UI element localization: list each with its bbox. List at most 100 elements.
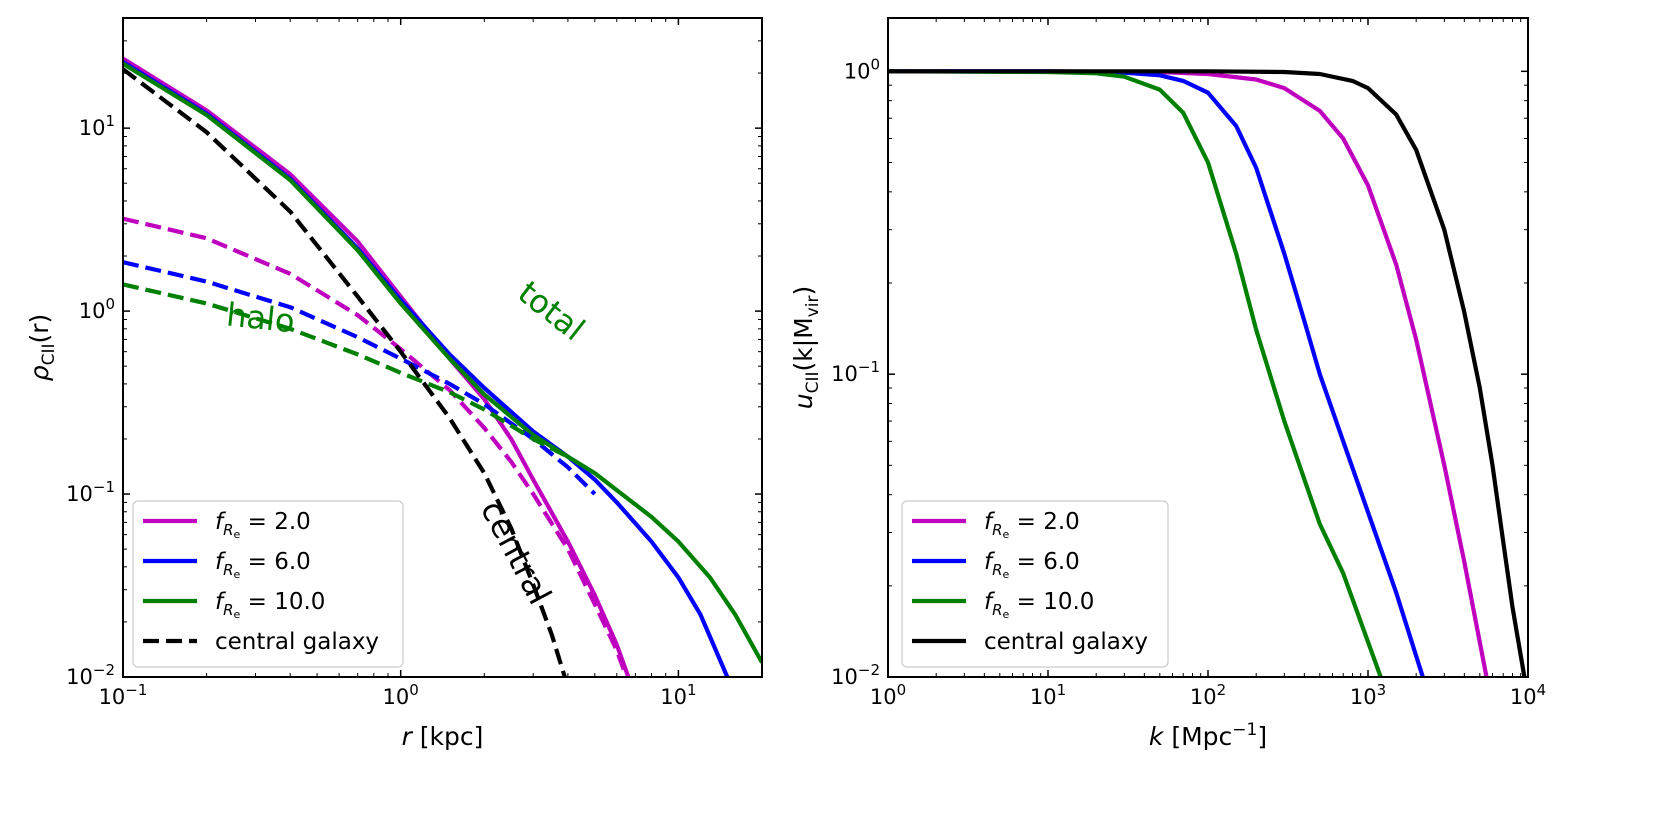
- x-tick-exponent: 1: [687, 681, 697, 699]
- y-tick-base: 10: [79, 116, 106, 140]
- y-axis-label-argument: (r): [25, 314, 54, 344]
- x-tick-label: 101: [1030, 681, 1066, 709]
- y-axis-label-argument: (k|M: [789, 317, 818, 371]
- y-tick-label: 10−2: [66, 661, 115, 689]
- legend-label-subscript-e: e: [234, 528, 241, 541]
- legend-label-value: = 2.0: [1009, 509, 1079, 535]
- legend-label-value: central galaxy: [215, 629, 379, 655]
- x-tick-base: 10: [1510, 685, 1537, 709]
- series-line-total-f-10-0: [123, 61, 762, 664]
- y-tick-base: 10: [844, 59, 871, 83]
- y-axis-label-subscript-vir: vir: [803, 295, 823, 317]
- x-tick-base: 10: [383, 685, 410, 709]
- legend-label-f: f: [984, 509, 995, 535]
- x-tick-label: 102: [1190, 681, 1226, 709]
- x-axis-label-variable: k: [1149, 722, 1165, 751]
- y-axis-label-symbol: ρ: [25, 365, 54, 381]
- x-tick-label: 100: [870, 681, 906, 709]
- axes-frame: [122, 17, 763, 678]
- legend-label-value: = 6.0: [240, 549, 310, 575]
- series-lines: [888, 69, 1527, 677]
- legend-box: [901, 500, 1169, 668]
- legend-label: fRe = 2.0: [215, 509, 311, 541]
- y-tick-base: 10: [66, 665, 93, 689]
- y-axis-label-symbol: u: [789, 393, 818, 409]
- y-tick-label: 101: [79, 112, 115, 140]
- series-line-total-f-2-0: [123, 56, 631, 677]
- legend-label-f: f: [215, 549, 226, 575]
- legend-label-subscript-r: R: [223, 521, 233, 539]
- x-axis-label-superscript: −1: [1232, 720, 1257, 740]
- legend-label-subscript-r: R: [223, 561, 233, 579]
- y-tick-label: 10−2: [831, 661, 880, 689]
- x-axis-label: k [Mpc−1]: [1149, 720, 1267, 751]
- y-axis-label: uCII(k|Mvir): [789, 286, 823, 410]
- y-axis-label-subscript: CII: [39, 344, 59, 366]
- legend-label: fRe = 10.0: [984, 589, 1094, 621]
- series-lines: [123, 56, 762, 677]
- legend-label: central galaxy: [215, 629, 379, 655]
- legend-label: fRe = 2.0: [984, 509, 1080, 541]
- x-tick-label: 10−1: [99, 681, 148, 709]
- annotation-total: total: [511, 273, 592, 348]
- y-tick-base: 10: [66, 482, 93, 506]
- legend-label-subscript-e: e: [1003, 568, 1010, 581]
- y-tick-exponent: 0: [105, 295, 115, 313]
- x-tick-exponent: 2: [1217, 681, 1227, 699]
- legend-label-f: f: [215, 509, 226, 535]
- legend-box: [132, 500, 404, 668]
- y-tick-exponent: 1: [105, 112, 115, 130]
- x-tick-exponent: −1: [125, 681, 147, 699]
- legend-label-value: central galaxy: [984, 629, 1148, 655]
- axes-frame: [887, 17, 1529, 678]
- x-axis-label-units: [Mpc: [1163, 722, 1232, 751]
- x-tick-base: 10: [870, 685, 897, 709]
- x-tick-exponent: 4: [1537, 681, 1547, 699]
- x-tick-base: 10: [1190, 685, 1217, 709]
- y-tick-exponent: 0: [870, 55, 880, 73]
- x-tick-exponent: 1: [1057, 681, 1067, 699]
- legend-label-value: = 10.0: [240, 589, 325, 615]
- y-tick-exponent: −2: [858, 661, 880, 679]
- series-line-central-galaxy: [888, 69, 1527, 677]
- legend-label-subscript-e: e: [234, 568, 241, 581]
- legend-label-value: = 2.0: [240, 509, 310, 535]
- series-line-halo-f-10-0: [123, 282, 569, 459]
- legend-label-subscript-r: R: [992, 521, 1002, 539]
- series-line-f-10-0: [888, 69, 1383, 677]
- x-tick-exponent: 0: [409, 681, 419, 699]
- y-tick-label: 10−1: [66, 478, 115, 506]
- y-axis-label: ρCII(r): [25, 314, 59, 382]
- legend-label: fRe = 6.0: [215, 549, 311, 581]
- y-tick-label: 100: [844, 55, 880, 83]
- y-tick-label: 10−1: [831, 358, 880, 386]
- y-tick-exponent: −2: [93, 661, 115, 679]
- legend-label-subscript-e: e: [234, 608, 241, 621]
- legend-label-value: = 10.0: [1009, 589, 1094, 615]
- x-axis-label-end: ]: [1257, 722, 1267, 751]
- y-tick-base: 10: [831, 362, 858, 386]
- x-tick-label: 104: [1510, 681, 1546, 709]
- y-tick-label: 100: [79, 295, 115, 323]
- legend-label-value: = 6.0: [1009, 549, 1079, 575]
- legend-label-subscript-r: R: [992, 601, 1002, 619]
- legend-label: fRe = 10.0: [215, 589, 325, 621]
- x-tick-base: 10: [1350, 685, 1377, 709]
- x-tick-base: 10: [99, 685, 126, 709]
- x-tick-label: 103: [1350, 681, 1386, 709]
- legend-label-subscript-r: R: [223, 601, 233, 619]
- x-tick-exponent: 3: [1377, 681, 1387, 699]
- legend-label: central galaxy: [984, 629, 1148, 655]
- y-tick-base: 10: [79, 299, 106, 323]
- x-tick-base: 10: [660, 685, 687, 709]
- series-line-halo-f-2-0: [123, 216, 629, 677]
- legend-label-f: f: [984, 589, 995, 615]
- y-tick-exponent: −1: [93, 478, 115, 496]
- y-axis-label-subscript: CII: [803, 372, 823, 394]
- x-tick-label: 101: [660, 681, 696, 709]
- y-tick-base: 10: [831, 665, 858, 689]
